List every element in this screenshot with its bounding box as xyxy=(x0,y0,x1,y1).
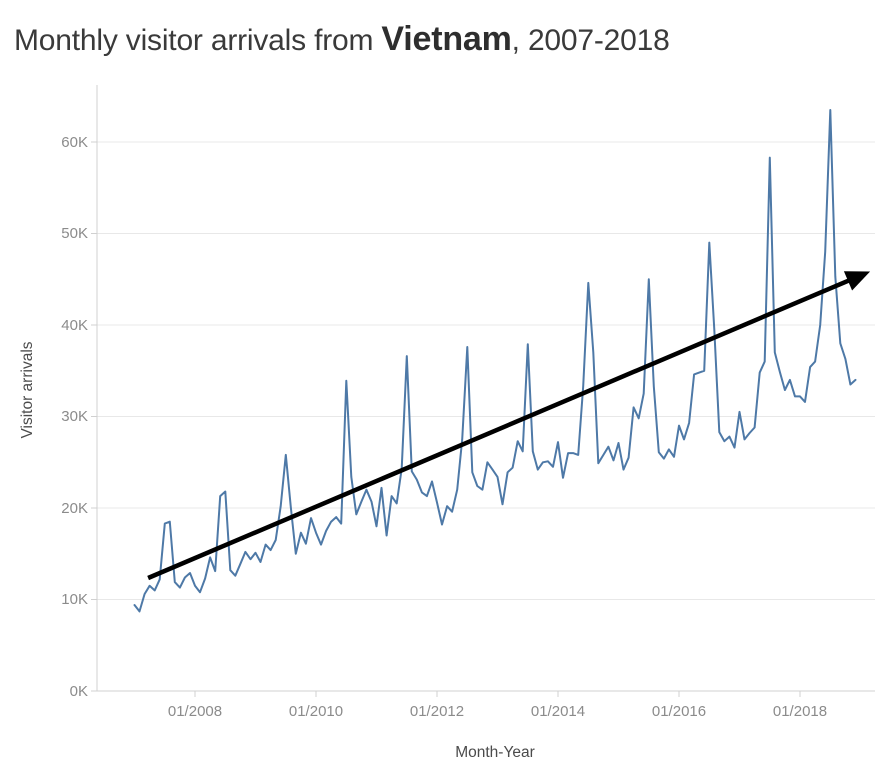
x-axis-title: Month-Year xyxy=(455,744,535,761)
y-tick-label: 0K xyxy=(69,682,88,700)
y-tick-label: 30K xyxy=(61,408,88,425)
x-tick-label: 01/2016 xyxy=(651,703,707,720)
y-tick-label: 20K xyxy=(61,499,88,517)
chart-title: Monthly visitor arrivals from Vietnam, 2… xyxy=(14,18,670,67)
title-highlight: Vietnam xyxy=(381,20,512,58)
trend-arrow-head xyxy=(843,271,871,291)
visitor-arrivals-line xyxy=(133,109,857,613)
x-tick-label: 01/2012 xyxy=(409,703,465,720)
title-suffix: , 2007-2018 xyxy=(511,24,670,57)
x-tick-label: 01/2018 xyxy=(772,703,828,720)
y-tick-label: 40K xyxy=(61,316,88,334)
trend-arrow-shaft xyxy=(147,274,860,581)
title-prefix: Monthly visitor arrivals from xyxy=(14,24,382,57)
x-tick-label: 01/2008 xyxy=(167,703,223,720)
y-tick-label: 60K xyxy=(61,133,88,151)
x-tick-label: 01/2010 xyxy=(288,703,344,720)
y-tick-label: 10K xyxy=(61,591,88,608)
y-tick-label: 50K xyxy=(61,225,88,242)
x-tick-label: 01/2014 xyxy=(530,703,586,720)
